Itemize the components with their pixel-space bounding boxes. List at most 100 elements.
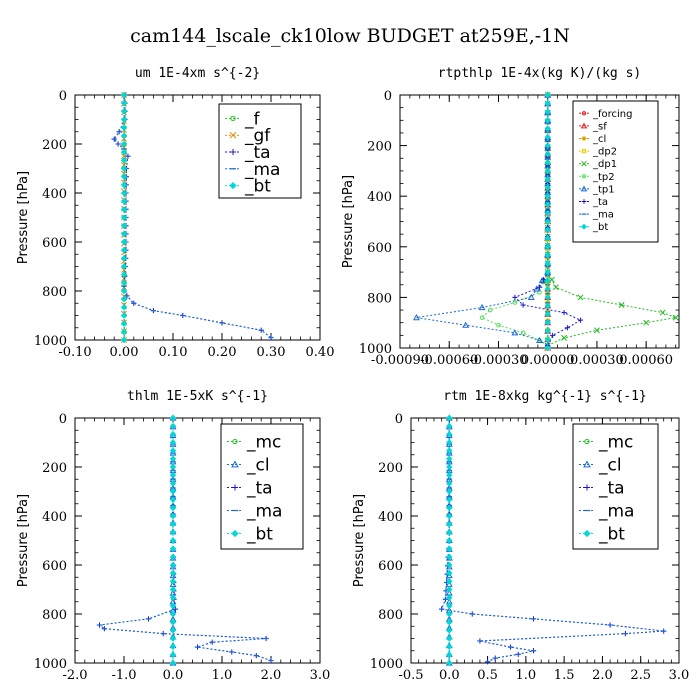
marker xyxy=(643,319,650,326)
marker xyxy=(544,142,551,149)
marker xyxy=(446,545,453,552)
legend-label: _dp1 xyxy=(592,159,617,170)
x-tick-label: 1.0 xyxy=(516,668,537,683)
marker xyxy=(533,285,541,292)
panel-1: um 1E-4xm s^{-2} -0.10 0.00 0.10 0.20 0.30 0.4… xyxy=(16,66,334,360)
marker xyxy=(544,302,551,309)
marker xyxy=(544,125,551,132)
panel-title: rtpthlp 1E-4x(kg K)/(kg s) xyxy=(438,66,642,81)
legend-label: _tp2 xyxy=(592,172,615,183)
marker xyxy=(564,325,570,331)
marker xyxy=(446,610,453,618)
y-axis-label: Pressure [hPa] xyxy=(16,171,31,264)
marker xyxy=(536,284,543,290)
marker xyxy=(169,586,177,593)
panel-title: um 1E-4xm s^{-2} xyxy=(135,66,260,81)
x-tick-label: 3.0 xyxy=(669,668,690,683)
marker xyxy=(446,431,453,438)
series-line-ma xyxy=(98,418,272,661)
marker xyxy=(169,578,177,585)
marker xyxy=(446,447,453,454)
marker xyxy=(120,124,128,131)
marker xyxy=(120,312,128,319)
y-axis-label: Pressure [hPa] xyxy=(352,494,367,587)
marker xyxy=(583,460,591,468)
marker xyxy=(527,293,535,300)
x-tick-label: 2.0 xyxy=(592,668,613,683)
legend-label: _cl xyxy=(592,134,606,145)
marker xyxy=(169,602,177,609)
marker xyxy=(446,439,453,446)
x-tick-label: 0.00060 xyxy=(619,353,673,368)
x-tick-label: -0.10 xyxy=(58,345,91,360)
x-tick-label: 0.40 xyxy=(306,345,335,360)
marker xyxy=(169,570,177,577)
marker xyxy=(584,438,590,445)
legend-label: _bt xyxy=(246,524,273,544)
y-tick-label: 800 xyxy=(42,285,67,300)
marker xyxy=(544,176,551,183)
marker xyxy=(544,235,551,242)
marker xyxy=(548,276,555,283)
legend-label: _cl xyxy=(598,455,622,475)
marker xyxy=(581,148,587,154)
marker xyxy=(169,521,177,528)
marker xyxy=(583,529,591,538)
x-tick-label: 2.0 xyxy=(261,668,282,683)
y-axis-label: Pressure [hPa] xyxy=(341,175,356,268)
marker xyxy=(120,173,128,180)
y-tick-label: 1000 xyxy=(34,657,67,672)
marker xyxy=(544,108,551,116)
marker xyxy=(169,431,177,438)
marker xyxy=(446,570,453,577)
panel-title: rtm 1E-8xkg kg^{-1} s^{-1} xyxy=(443,389,647,404)
marker xyxy=(446,504,453,511)
series-group xyxy=(96,414,274,667)
marker xyxy=(120,91,128,99)
x-tick-label: 3.0 xyxy=(310,668,331,683)
marker xyxy=(512,294,518,300)
x-tick-label: -0.00090 xyxy=(371,353,429,368)
marker xyxy=(169,447,177,454)
marker xyxy=(446,594,453,601)
marker xyxy=(446,619,453,626)
marker xyxy=(120,140,128,148)
legend-label: _bt xyxy=(244,177,271,197)
x-tick-label: 0.0 xyxy=(439,668,460,683)
marker xyxy=(478,303,486,311)
marker xyxy=(169,423,177,430)
series-line-tp1 xyxy=(416,95,549,346)
marker xyxy=(169,594,177,601)
marker xyxy=(512,300,518,305)
legend-box xyxy=(572,100,659,243)
marker xyxy=(544,209,551,217)
marker xyxy=(169,571,177,579)
marker xyxy=(230,115,236,122)
marker xyxy=(169,488,177,495)
marker xyxy=(446,488,453,495)
marker xyxy=(120,287,128,295)
marker xyxy=(120,165,128,172)
legend-label: _ta xyxy=(244,143,271,163)
marker xyxy=(169,643,177,650)
series-markers-bt xyxy=(446,414,453,667)
marker xyxy=(577,294,584,301)
marker xyxy=(169,561,177,569)
legend-label: _bt xyxy=(598,524,625,544)
legend-label: _dp2 xyxy=(592,147,617,158)
legend-label: _bt xyxy=(592,222,608,233)
marker xyxy=(169,553,177,560)
marker xyxy=(169,635,177,642)
series-line-tp2 xyxy=(481,95,549,346)
marker xyxy=(169,414,177,422)
panel-4: rtm 1E-8xkg kg^{-1} s^{-1} -0.5 0.0 0.5 1.0 1… xyxy=(352,389,689,683)
marker xyxy=(462,321,470,328)
marker xyxy=(412,314,420,321)
legend-label: _cl xyxy=(246,455,270,475)
y-tick-label: 800 xyxy=(42,608,67,623)
marker xyxy=(544,344,551,352)
y-tick-label: 200 xyxy=(42,461,67,476)
marker xyxy=(120,263,128,270)
marker xyxy=(544,134,551,141)
